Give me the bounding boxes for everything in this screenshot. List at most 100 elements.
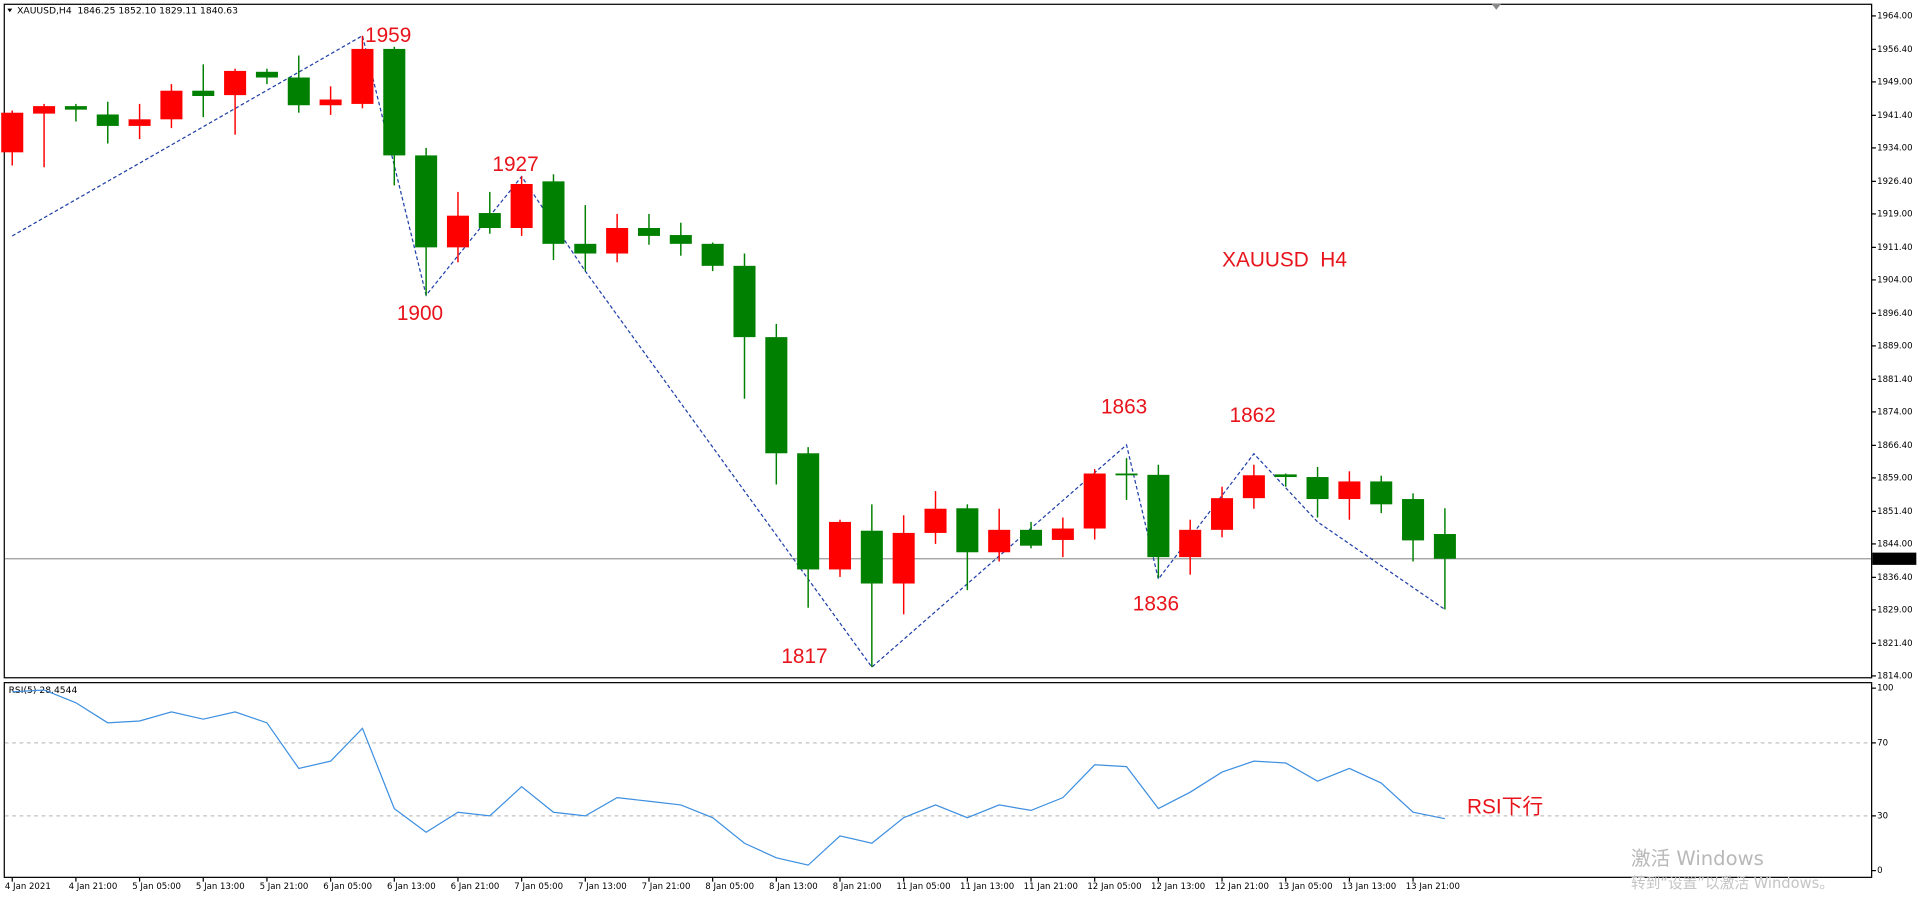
candle-body <box>797 453 820 570</box>
y-tick-label: 1949.00 <box>1877 77 1912 87</box>
y-tick-label: 1814.00 <box>1877 671 1912 681</box>
y-tick-label: 1874.00 <box>1877 407 1912 417</box>
y-tick-label: 1941.40 <box>1877 111 1912 121</box>
last-price-box <box>1872 552 1917 565</box>
y-tick-label: 30 <box>1877 811 1888 821</box>
annotation: XAUUSD H4 <box>1222 248 1347 271</box>
candle-body <box>1051 528 1074 540</box>
annotation: 1959 <box>365 24 411 47</box>
candle-body <box>1402 499 1425 541</box>
y-tick-label: 1926.40 <box>1877 177 1912 187</box>
candle-body <box>765 337 788 454</box>
candle-body <box>1115 473 1138 476</box>
candle-body <box>988 529 1011 553</box>
y-tick-label: 1881.40 <box>1877 375 1912 385</box>
rsi-panel-frame <box>3 682 1873 878</box>
annotation: RSI下行 <box>1467 796 1543 819</box>
x-tick-label: 12 Jan 13:00 <box>1151 882 1205 892</box>
x-tick-label: 11 Jan 13:00 <box>960 882 1014 892</box>
shift-marker <box>1491 3 1502 10</box>
candle-body <box>33 106 56 114</box>
y-tick-label: 1904.00 <box>1877 275 1912 285</box>
candle-body <box>669 235 692 244</box>
x-tick-label: 7 Jan 05:00 <box>514 882 563 892</box>
y-tick-label: 1956.40 <box>1877 45 1912 55</box>
candle-body <box>1338 481 1361 500</box>
candle-body <box>64 106 87 110</box>
candle-body <box>1433 534 1456 559</box>
candle-body <box>1242 475 1265 499</box>
y-tick-label: 1851.40 <box>1877 507 1912 517</box>
x-tick-label: 5 Jan 21:00 <box>260 882 309 892</box>
x-tick-label: 5 Jan 13:00 <box>196 882 245 892</box>
menu-arrow <box>7 8 13 13</box>
candle-body <box>478 213 501 228</box>
y-tick-label: 1934.00 <box>1877 143 1912 153</box>
candle-body <box>351 48 374 104</box>
annotation: 1900 <box>397 302 443 325</box>
candle-body <box>319 99 342 106</box>
x-tick-label: 12 Jan 21:00 <box>1215 882 1269 892</box>
x-tick-label: 12 Jan 05:00 <box>1087 882 1141 892</box>
candle-body <box>128 119 151 126</box>
candle-body <box>1179 529 1202 558</box>
candle-body <box>1211 498 1234 530</box>
x-tick-label: 6 Jan 21:00 <box>451 882 500 892</box>
watermark-title: 激活 Windows <box>1631 847 1764 870</box>
y-tick-label: 1896.40 <box>1877 309 1912 319</box>
candle-body <box>96 114 119 126</box>
candle-body <box>1306 477 1329 500</box>
candle-body <box>510 183 533 228</box>
x-tick-label: 13 Jan 21:00 <box>1406 882 1460 892</box>
candle-body <box>860 530 883 584</box>
y-tick-label: 1911.40 <box>1877 243 1912 253</box>
x-tick-label: 8 Jan 05:00 <box>705 882 754 892</box>
candle-body <box>383 48 406 156</box>
candle-body <box>1274 474 1297 478</box>
y-tick-label: 1836.40 <box>1877 573 1912 583</box>
y-tick-label: 1844.00 <box>1877 539 1912 549</box>
x-tick-label: 6 Jan 05:00 <box>323 882 372 892</box>
candle-body <box>637 227 660 236</box>
annotation: 1836 <box>1133 592 1179 615</box>
candle-body <box>606 227 629 254</box>
candle-body <box>828 521 852 570</box>
y-tick-label: 1821.40 <box>1877 639 1912 649</box>
y-tick-label: 1866.40 <box>1877 441 1912 451</box>
candle-body <box>1370 481 1393 505</box>
x-tick-label: 4 Jan 2021 <box>5 882 51 892</box>
y-tick-label: 0 <box>1877 866 1882 876</box>
x-tick-label: 8 Jan 21:00 <box>833 882 882 892</box>
rsi-line <box>12 689 1446 866</box>
last-price-label: 1840.63 <box>1877 554 1912 564</box>
x-tick-label: 13 Jan 05:00 <box>1278 882 1332 892</box>
candle-body <box>415 155 438 248</box>
candle-body <box>1147 474 1170 558</box>
candle-body <box>160 90 183 120</box>
price-panel-frame <box>3 3 1873 679</box>
x-tick-label: 5 Jan 05:00 <box>132 882 181 892</box>
candle-body <box>446 215 469 248</box>
y-tick-label: 1964.00 <box>1877 11 1912 21</box>
candle-body <box>701 243 724 266</box>
y-tick-label: 1919.00 <box>1877 209 1912 219</box>
y-tick-label: 1829.00 <box>1877 605 1912 615</box>
y-tick-label: 1859.00 <box>1877 473 1912 483</box>
candle-body <box>924 508 947 533</box>
candle-body <box>542 181 565 244</box>
annotation: 1927 <box>492 153 538 176</box>
candle-body <box>287 77 310 106</box>
watermark-text: 转到“设置”以激活 Windows。 <box>1631 875 1834 892</box>
chart-header: XAUUSD,H4 1846.25 1852.10 1829.11 1840.6… <box>17 6 238 17</box>
candle-body <box>192 90 215 96</box>
candle-body <box>892 532 915 584</box>
candle-body <box>1 112 24 153</box>
annotation: 1863 <box>1101 395 1147 418</box>
x-tick-label: 4 Jan 21:00 <box>69 882 118 892</box>
candle-body <box>956 508 979 553</box>
candle-body <box>255 71 278 78</box>
x-tick-label: 7 Jan 13:00 <box>578 882 627 892</box>
